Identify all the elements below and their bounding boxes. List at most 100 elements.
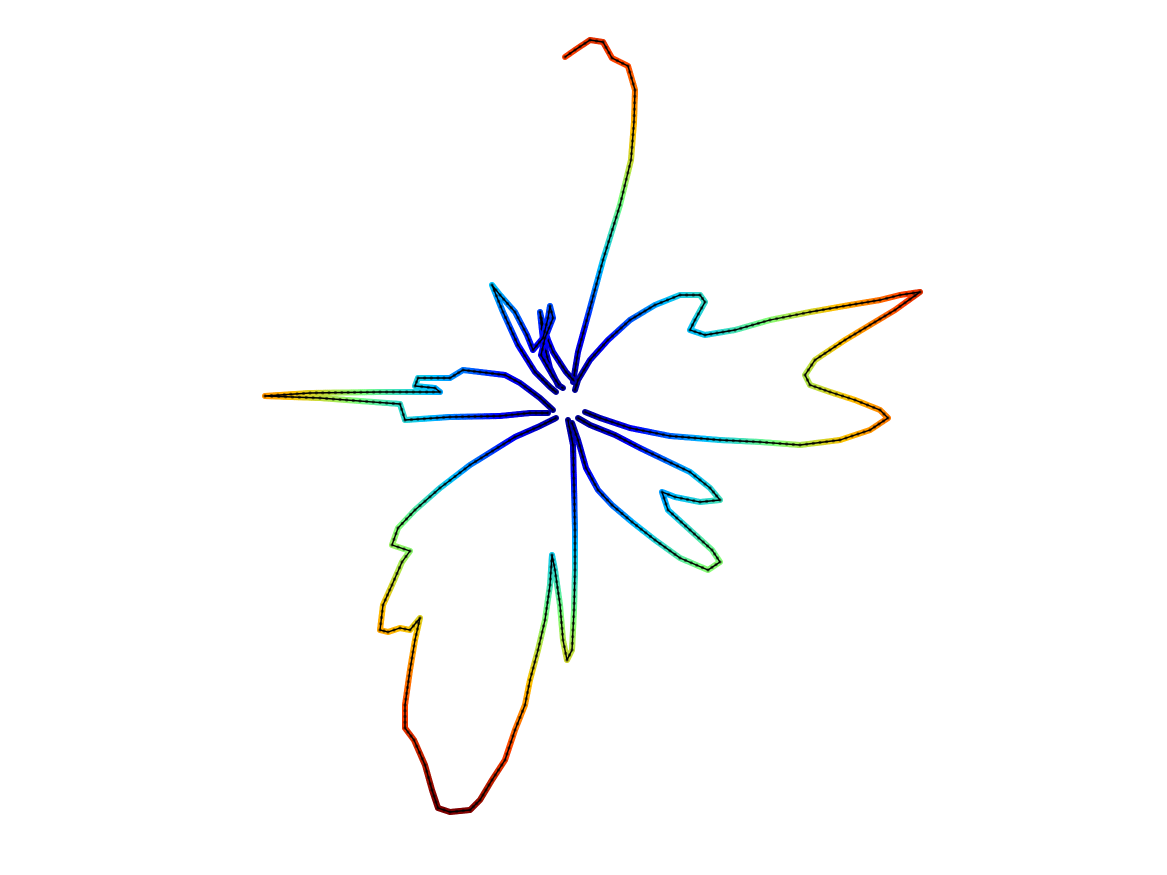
marker-dot bbox=[502, 297, 506, 301]
marker-dot bbox=[398, 626, 402, 630]
marker-dot bbox=[526, 359, 530, 363]
marker-dot bbox=[403, 709, 407, 713]
marker-dot bbox=[338, 397, 342, 402]
marker-dot bbox=[610, 56, 614, 60]
marker-dot bbox=[448, 376, 452, 380]
marker-dot bbox=[633, 88, 637, 92]
marker-dot bbox=[572, 601, 576, 605]
marker-dot bbox=[818, 355, 822, 359]
marker-dot bbox=[543, 329, 547, 333]
marker-dot bbox=[700, 566, 705, 570]
marker-dot bbox=[672, 295, 676, 300]
marker-dot bbox=[658, 542, 662, 546]
marker-dot bbox=[745, 439, 749, 443]
marker-dot bbox=[473, 414, 477, 419]
marker-dot bbox=[848, 303, 852, 307]
marker-dot bbox=[372, 390, 376, 394]
marker-dot bbox=[551, 316, 555, 320]
marker-dot bbox=[426, 385, 430, 389]
marker-dot bbox=[572, 509, 577, 513]
marker-dot bbox=[620, 511, 624, 516]
marker-dot bbox=[520, 709, 525, 713]
marker-dot bbox=[340, 390, 344, 395]
marker-dot bbox=[416, 417, 420, 421]
marker-dot bbox=[557, 597, 561, 601]
marker-dot bbox=[545, 355, 549, 359]
marker-dot bbox=[593, 414, 597, 418]
marker-dot bbox=[550, 553, 554, 557]
marker-dot bbox=[549, 321, 553, 325]
marker-dot bbox=[571, 377, 575, 381]
marker-dot bbox=[821, 308, 825, 312]
marker-dot bbox=[545, 606, 549, 610]
marker-dot bbox=[689, 561, 693, 565]
marker-dot bbox=[538, 396, 542, 400]
marker-dot bbox=[705, 437, 710, 441]
marker-dot bbox=[885, 296, 889, 300]
marker-dot bbox=[675, 464, 680, 468]
marker-dot bbox=[621, 61, 625, 65]
marker-dot bbox=[415, 744, 419, 748]
marker-dot bbox=[576, 416, 580, 420]
marker-dot bbox=[551, 387, 555, 392]
marker-dot bbox=[490, 283, 494, 287]
marker-dot bbox=[457, 371, 461, 375]
marker-dot bbox=[548, 344, 553, 348]
marker-dot bbox=[543, 618, 547, 622]
marker-dot bbox=[381, 603, 385, 607]
marker-dot bbox=[263, 394, 267, 398]
marker-dot bbox=[865, 403, 870, 407]
marker-dot bbox=[479, 456, 483, 460]
marker-dot bbox=[762, 320, 766, 324]
marker-dot bbox=[534, 654, 539, 658]
marker-dot bbox=[508, 326, 513, 331]
marker-dot bbox=[403, 720, 407, 724]
marker-dot bbox=[798, 443, 802, 447]
marker-dot bbox=[415, 627, 420, 631]
marker-dot bbox=[530, 365, 534, 369]
marker-dot bbox=[697, 536, 701, 540]
marker-dot bbox=[674, 434, 678, 439]
marker-dot bbox=[619, 326, 623, 330]
marker-dot bbox=[540, 347, 544, 351]
marker-dot bbox=[631, 133, 635, 137]
marker-dot bbox=[750, 323, 755, 327]
marker-dot bbox=[573, 575, 577, 579]
marker-dot bbox=[557, 383, 561, 387]
marker-dot bbox=[485, 414, 490, 418]
marker-dot bbox=[610, 227, 615, 232]
marker-dot bbox=[547, 404, 551, 408]
marker-dot bbox=[532, 427, 536, 431]
marker-dot bbox=[630, 145, 634, 149]
marker-dot bbox=[601, 343, 606, 347]
marker-dot bbox=[557, 360, 562, 364]
marker-dot bbox=[739, 326, 743, 330]
marker-dot bbox=[410, 656, 414, 660]
marker-dot bbox=[351, 398, 355, 403]
marker-dot bbox=[703, 482, 707, 486]
marker-dot bbox=[703, 300, 707, 304]
marker-dot bbox=[588, 358, 592, 362]
marker-dot bbox=[400, 560, 404, 564]
marker-dot bbox=[573, 548, 577, 552]
marker-dot bbox=[593, 288, 597, 292]
marker-dot bbox=[572, 427, 576, 431]
marker-dot bbox=[545, 363, 549, 368]
marker-dot bbox=[698, 331, 702, 335]
marker-dot bbox=[570, 641, 574, 645]
marker-dot bbox=[629, 76, 634, 80]
marker-dot bbox=[604, 418, 608, 422]
marker-dot bbox=[593, 482, 597, 487]
marker-dot bbox=[666, 492, 671, 497]
marker-dot bbox=[623, 438, 627, 442]
marker-dot bbox=[673, 495, 677, 499]
outline-segment bbox=[562, 37, 638, 385]
marker-dot bbox=[573, 528, 577, 532]
marker-dot bbox=[403, 418, 407, 422]
marker-dot bbox=[791, 442, 795, 447]
marker-dot bbox=[327, 391, 331, 395]
marker-dot bbox=[576, 378, 580, 382]
marker-dot bbox=[561, 638, 565, 642]
marker-dot bbox=[492, 288, 496, 292]
marker-dot bbox=[633, 101, 637, 105]
